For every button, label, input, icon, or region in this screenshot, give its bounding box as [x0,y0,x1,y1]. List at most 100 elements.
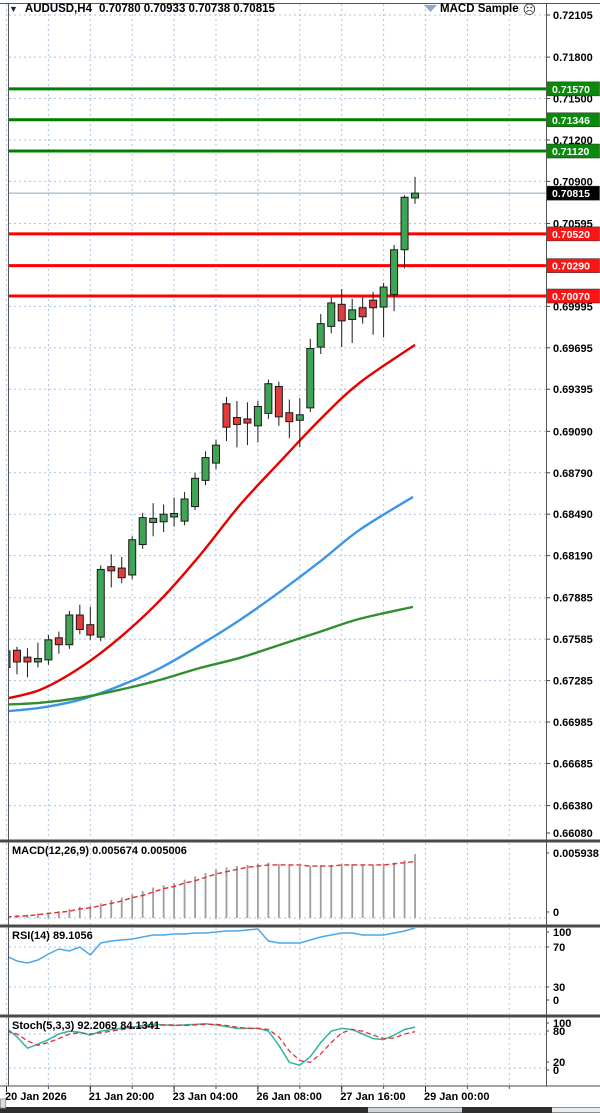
price-axis[interactable] [547,4,600,1086]
chart-shift-marker-icon [424,5,437,12]
candle-body [128,539,137,576]
price-axis-labels: 0.721050.718000.715000.712000.709000.705… [546,10,593,840]
price-axis-label: 0.69695 [553,343,593,355]
price-axis-label: 0.71500 [553,94,593,106]
price-badge-label: 0.71570 [552,84,590,96]
stoch-indicator-label: Stoch(5,3,3) 92.2069 84.1341 [12,1020,160,1032]
ma-mid-blue [9,495,414,713]
bottom-strip [0,1107,600,1113]
price-axis-label: 0.68190 [553,551,593,563]
price-axis-label: 0.71800 [553,52,593,64]
candle-body [138,517,147,546]
horizontal-scrollbar[interactable] [0,1107,600,1113]
candle-body [180,498,189,522]
ohlc-values-label: 0.70780 0.70933 0.70738 0.70815 [99,3,275,15]
candle-body [222,403,231,428]
stoch-axis-label: 0 [553,1065,559,1077]
chart-title-bar: ▼ AUDUSD,H4 0.70780 0.70933 0.70738 0.70… [9,3,275,15]
price-axis-label: 0.66985 [553,717,593,729]
stoch-axis-label: 80 [553,1026,565,1038]
scrollbar-thumb [368,1107,462,1113]
scrollbar-segment [552,1107,600,1113]
price-axis-label: 0.70900 [553,176,593,188]
price-badge-label: 0.70290 [552,261,590,273]
price-axis-label: 0.67585 [553,634,593,646]
price-badge-label: 0.71120 [552,146,590,158]
rsi-pane [9,928,546,988]
stochastic-pane [9,1023,546,1069]
time-axis-label: 27 Jan 16:00 [340,1091,405,1103]
stoch-axis-label: 20 [553,1057,565,1069]
candle-body [379,286,388,308]
price-axis-label: 0.69395 [553,384,593,396]
price-axis-label: 0.66080 [553,828,593,840]
candle-body [170,513,179,518]
candle-body [212,444,220,464]
sad-face-icon: ☹ [522,1,537,17]
price-badge-label: 0.70070 [552,291,590,303]
candle-body [96,568,105,638]
price-axis-label: 0.69995 [553,301,593,313]
candle-body [400,196,409,251]
price-badge-label: 0.70815 [552,188,590,200]
rsi-axis-label: 0 [553,995,559,1007]
candle-body [159,513,168,523]
candle-body [117,567,126,579]
candle-body [191,477,200,508]
macd-axis-label: 0.005938 [553,848,599,860]
candle-body [264,383,273,414]
rsi-line [9,928,416,964]
rsi-indicator-label: RSI(14) 89.1056 [12,930,93,942]
price-badge-label: 0.71346 [552,115,590,127]
expert-advisor-badge: MACD Sample ☹ [440,1,537,17]
price-axis-label: 0.68490 [553,509,593,521]
candlestick-series [9,176,420,678]
candle-body [358,307,367,318]
resize-grip [0,1098,6,1109]
main-price-pane [9,87,546,713]
time-axis-label: 21 Jan 20:00 [89,1091,154,1103]
price-axis-label: 0.66380 [553,801,593,813]
candle-body [9,650,11,668]
rsi-axis-label: 70 [553,942,565,954]
price-axis-label: 0.67285 [553,676,593,688]
candle-body [306,347,315,409]
pane-separator [0,839,600,843]
time-axis-label: 20 Jan 2026 [5,1091,67,1103]
candle-body [75,614,84,631]
pane-separator [0,1014,600,1018]
time-axis-labels: 20 Jan 2026 21 Jan 20:00 23 Jan 04:00 26 Ja… [5,1086,510,1103]
time-axis[interactable] [0,1087,600,1106]
macd-pane [9,853,546,919]
candle-body [12,649,21,663]
candle-body [348,309,357,320]
support-lines [9,232,546,298]
price-axis-label: 0.67885 [553,593,593,605]
candle-body [243,418,252,424]
candle-body [232,417,241,425]
candle-body [390,249,399,296]
grid-lines [6,4,546,1085]
symbol-period-label: AUDUSD,H4 [24,3,93,15]
candle-body [54,637,63,646]
time-axis-label: 29 Jan 00:00 [424,1091,489,1103]
time-axis-label: 26 Jan 08:00 [256,1091,321,1103]
candle-body [274,385,283,418]
candle-body [65,614,74,646]
candle-body [285,412,294,423]
rsi-axis-label: 100 [553,927,571,939]
candle-body [107,566,116,572]
macd-axis-label: 0 [553,907,559,919]
candle-body [149,517,158,523]
time-axis-label: 23 Jan 04:00 [173,1091,238,1103]
candle-body [44,639,53,661]
macd-sample-label: MACD Sample [440,3,519,15]
chevron-down-icon[interactable]: ▼ [9,4,18,14]
price-badge-label: 0.70520 [552,229,590,241]
candle-body [337,303,346,322]
candle-body [369,299,378,309]
rsi-axis-label: 30 [553,982,565,994]
